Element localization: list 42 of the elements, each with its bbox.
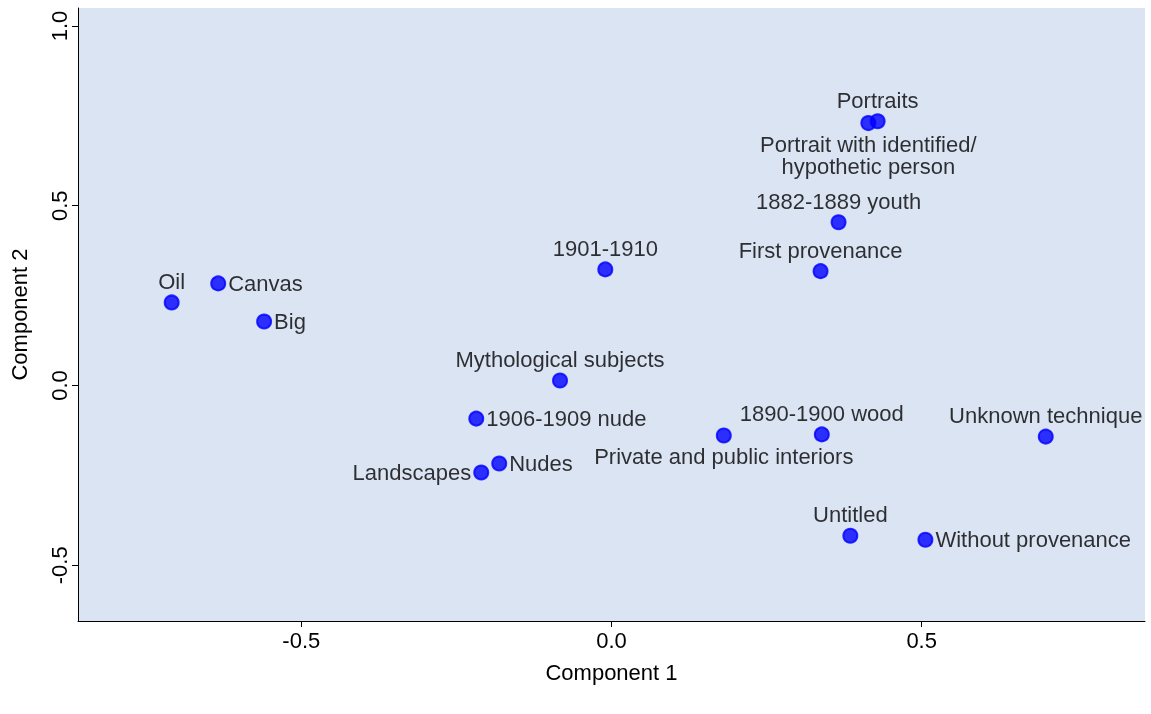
series-label: Private and public interiors [594, 443, 854, 469]
y-tick-label: 1.0 [46, 10, 72, 42]
point [491, 455, 508, 472]
x-axis-title: Component 1 [545, 659, 678, 685]
y-tick-label: 0.0 [46, 370, 72, 401]
point [830, 214, 847, 231]
point [473, 464, 490, 481]
series-label: 1882-1889 youth [755, 188, 922, 214]
point [917, 531, 934, 548]
series-label: Mythological subjects [455, 346, 665, 372]
point [597, 261, 614, 278]
series-label: Canvas [228, 270, 303, 296]
point [1037, 428, 1054, 445]
series-label: Big [274, 309, 306, 335]
series-label: Without provenance [935, 527, 1132, 553]
series-label: Landscapes [352, 460, 472, 486]
x-tick-label: 0.5 [906, 627, 937, 653]
series-label: Portraits [836, 87, 919, 113]
x-tick-label: -0.5 [282, 627, 321, 653]
series-label: 1906-1909 nude [486, 406, 647, 432]
series-label: Untitled [813, 502, 888, 528]
point [163, 294, 180, 311]
point [256, 313, 273, 330]
series-label: Nudes [509, 451, 573, 477]
y-axis-title: Component 2 [6, 248, 32, 381]
point [210, 275, 227, 292]
y-tick-label: -0.5 [46, 546, 72, 585]
point [468, 410, 485, 427]
series-label: Oil [158, 268, 186, 294]
series-label: First provenance [738, 237, 903, 263]
x-tick-label: 0.0 [596, 627, 627, 653]
y-tick-label: 0.5 [46, 190, 72, 222]
series-label: 1890-1900 wood [739, 400, 904, 426]
point [552, 372, 569, 389]
point [813, 426, 830, 443]
series-label: Unknown technique [949, 403, 1143, 429]
point [842, 527, 859, 544]
point [812, 263, 829, 280]
series-label: Portrait with identified/hypothetic person [760, 131, 978, 179]
point [715, 427, 732, 444]
point [860, 115, 877, 132]
series-label: 1901-1910 [552, 235, 658, 261]
